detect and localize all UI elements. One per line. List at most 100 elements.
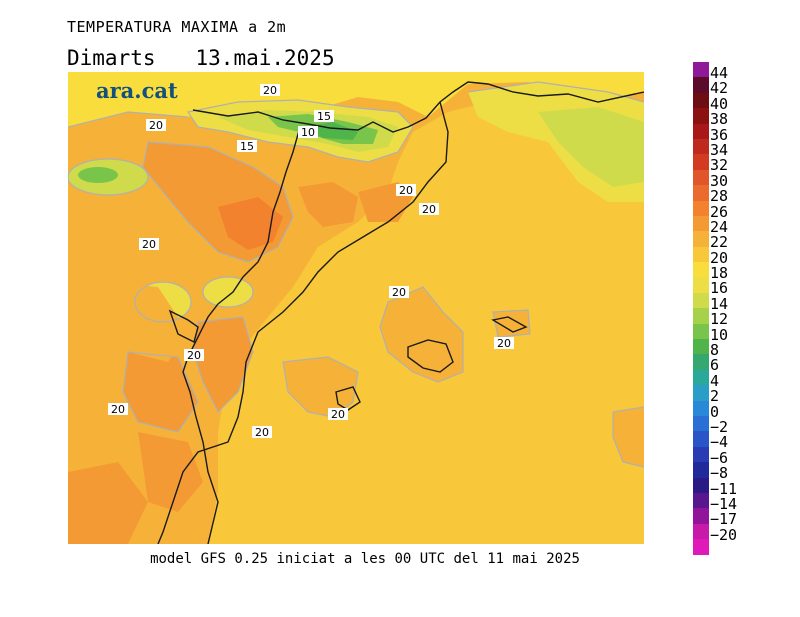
colorbar-segment [693,492,709,509]
colorbar-label: 12 [710,310,729,329]
svg-text:20: 20 [392,286,406,299]
colorbar-label: 34 [710,140,729,159]
colorbar-segment [693,400,709,416]
colorbar-label: 38 [710,110,729,129]
svg-text:20: 20 [142,238,156,251]
colorbar-segment [693,77,709,93]
colorbar-label: −4 [710,433,729,452]
colorbar-label: 36 [710,125,729,144]
contour-label: 20 [108,403,128,416]
colorbar-label: 14 [710,294,729,313]
contour-label: 20 [494,337,514,350]
contour-label: 20 [389,286,409,299]
contour-label: 20 [252,426,272,439]
contour-label: 20 [184,349,204,362]
colorbar-segment [693,415,709,432]
pyrenees-border [192,81,644,133]
colorbar-label: −2 [710,417,729,436]
colorbar-label: 44 [710,64,729,82]
ibiza [335,386,361,411]
colorbar-label: 18 [710,264,729,283]
contour-label: 20 [146,119,166,132]
svg-text:20: 20 [187,349,201,362]
colorbar-label: −11 [710,479,738,498]
contour-label: 15 [314,110,334,123]
svg-text:20: 20 [331,408,345,421]
colorbar-label: 32 [710,156,729,175]
spain-border [182,126,301,544]
colorbar-label: 30 [710,171,729,190]
colorbar-segment [693,431,709,447]
colorbar-label: 10 [710,325,729,344]
colorbar-segment [693,446,709,463]
svg-text:20: 20 [422,203,436,216]
colorbar-segment [693,231,709,247]
svg-text:10: 10 [301,126,315,139]
map-subtitle: Dimarts 13.mai.2025 [67,46,335,70]
colorbar-segment [693,523,709,540]
svg-text:20: 20 [263,84,277,97]
colorbar-label: −17 [710,510,738,529]
contour-label: 20 [396,184,416,197]
colorbar-segment [693,138,709,155]
svg-text:15: 15 [240,140,254,153]
colorbar-label: −14 [710,494,738,513]
svg-text:15: 15 [317,110,331,123]
colorbar-label: 24 [710,217,729,236]
colorbar-label: 28 [710,187,729,206]
colorbar-label: 16 [710,279,729,298]
colorbar-segment [693,462,709,478]
colorbar-label: 4 [710,371,720,390]
colorbar-label: 20 [710,248,729,267]
map-title: TEMPERATURA MAXIMA a 2m [67,18,287,36]
colorbar-segment [693,169,709,186]
colorbar-segment [693,308,709,324]
colorbar-label: −20 [710,525,738,544]
svg-text:20: 20 [111,403,125,416]
colorbar-segment [693,477,709,493]
temperature-map: 20 15 10 15 20 20 20 20 20 20 20 20 20 2… [68,72,644,544]
model-caption: model GFS 0.25 iniciat a les 00 UTC del … [150,551,580,567]
colorbar-segment [693,339,709,355]
colorbar-segment [693,508,709,524]
contour-label: 20 [139,238,159,251]
colorbar-segment [693,185,709,201]
colorbar-segment [693,108,709,124]
colorbar-segment [693,354,709,370]
contour-label: 20 [260,84,280,97]
colorbar-segment [693,200,709,216]
ara-cat-logo: ara.cat [96,78,178,103]
svg-text:20: 20 [497,337,511,350]
colorbar-segment [693,215,709,232]
colorbar-segment [693,92,709,109]
colorbar-label: 22 [710,233,729,252]
svg-text:20: 20 [149,119,163,132]
colorbar-segment [693,154,709,170]
colorbar-segment [693,385,709,401]
colorbar-segment [693,262,709,278]
colorbar-segment [693,246,709,263]
colorbar-segment [693,277,709,293]
svg-text:20: 20 [255,426,269,439]
svg-text:20: 20 [399,184,413,197]
colorbar-segment [693,323,709,340]
east-coast [157,101,449,544]
colorbar-segment [693,123,709,139]
colorbar-segment [693,369,709,386]
temperature-colorbar [693,62,709,555]
colorbar-label: 6 [710,356,720,375]
colorbar-label: 42 [710,79,729,98]
colorbar-label: −8 [710,464,729,483]
contour-label: 20 [328,408,348,421]
mallorca [407,339,454,373]
contour-label: 20 [419,203,439,216]
colorbar-segment [693,62,709,78]
date-label: 13.mai.2025 [195,46,335,70]
colorbar-labels: 44 42 40 38 36 34 32 30 28 26 24 22 20 18 16 14 12 10 8 6 4 2… [710,64,738,544]
colorbar-label: −6 [710,448,729,467]
colorbar-segment [693,539,709,555]
colorbar-label: 40 [710,94,729,113]
contour-label: 10 [298,126,318,139]
colorbar-segment [693,292,709,309]
colorbar-label: 8 [710,341,720,360]
